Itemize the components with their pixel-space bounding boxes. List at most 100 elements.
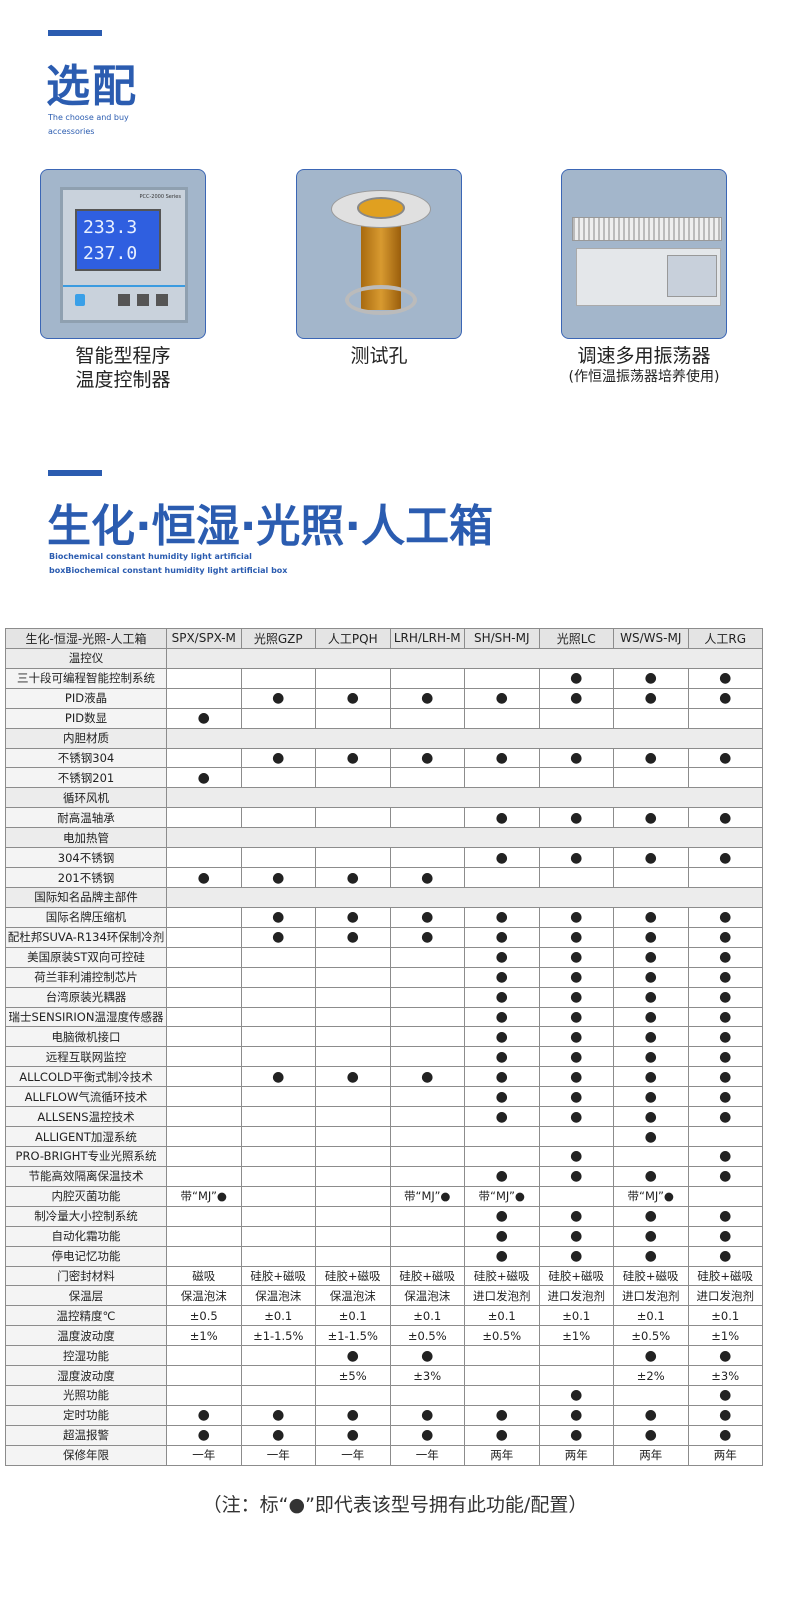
row-label: ALLIGENT加湿系统 bbox=[5, 1126, 167, 1147]
caption-note: (作恒温振荡器培养使用) bbox=[568, 369, 720, 385]
table-cell: 保温泡沫 bbox=[315, 1285, 391, 1307]
feature-dot: ● bbox=[464, 1006, 540, 1028]
feature-dot: ● bbox=[315, 747, 391, 769]
table-cell: ±0.1 bbox=[389, 1305, 465, 1327]
table-row: 201不锈钢 ● ● ● ● bbox=[5, 867, 763, 888]
table-cell bbox=[240, 1165, 316, 1187]
feature-dot: ● bbox=[687, 667, 763, 689]
table-cell bbox=[687, 707, 763, 729]
feature-dot: ● bbox=[613, 1106, 689, 1128]
table-row: 控湿功能 ● ● ● ● bbox=[5, 1345, 763, 1367]
subtitle-line: boxBiochemical constant humidity light a… bbox=[49, 566, 288, 575]
table-cell: ±0.1 bbox=[538, 1305, 614, 1327]
table-cell bbox=[389, 707, 465, 729]
feature-dot: ● bbox=[464, 847, 540, 869]
feature-dot: ● bbox=[613, 926, 689, 948]
table-cell bbox=[240, 1026, 316, 1048]
section-fill bbox=[166, 787, 763, 809]
table-cell: ±1% bbox=[166, 1325, 242, 1347]
table-cell bbox=[464, 1126, 540, 1147]
feature-dot: ● bbox=[538, 667, 614, 689]
feature-dot: ● bbox=[538, 1026, 614, 1048]
feature-dot: ● bbox=[687, 1066, 763, 1088]
table-row: 门密封材料 磁吸 硅胶+磁吸 硅胶+磁吸 硅胶+磁吸 硅胶+磁吸 硅胶+磁吸 硅胶+磁吸 硅胶+… bbox=[5, 1265, 763, 1287]
display-readout-bottom: 237.0 bbox=[83, 243, 138, 264]
feature-dot: ● bbox=[538, 966, 614, 988]
feature-dot: ● bbox=[687, 1106, 763, 1128]
feature-dot: ● bbox=[613, 1126, 689, 1147]
table-cell bbox=[389, 1245, 465, 1267]
table-cell bbox=[166, 1225, 242, 1247]
table-cell bbox=[389, 1006, 465, 1028]
feature-dot: ● bbox=[389, 1066, 465, 1088]
set-button-icon bbox=[75, 294, 85, 306]
row-label: 不锈钢201 bbox=[5, 767, 167, 789]
table-cell bbox=[240, 1046, 316, 1068]
feature-dot: ● bbox=[389, 747, 465, 769]
table-row: 湿度波动度 ±5% ±3% ±2% ±3% bbox=[5, 1365, 763, 1387]
feature-dot: ● bbox=[538, 1106, 614, 1128]
row-label: 内腔灭菌功能 bbox=[5, 1185, 167, 1207]
table-cell: 进口发泡剂 bbox=[464, 1285, 540, 1307]
feature-dot: ● bbox=[687, 1165, 763, 1187]
table-row: 定时功能 ● ● ● ● ● ● ● ● bbox=[5, 1404, 763, 1426]
table-cell bbox=[315, 767, 391, 789]
table-cell bbox=[315, 1385, 391, 1406]
section-subtitle-accessories: The choose and buy accessories bbox=[48, 111, 129, 139]
accessory-caption-shaker: 调速多用振荡器 (作恒温振荡器培养使用) bbox=[524, 344, 764, 386]
table-cell bbox=[389, 966, 465, 988]
table-row: 三十段可编程智能控制系统 ● ● ● bbox=[5, 667, 763, 689]
table-cell bbox=[389, 1046, 465, 1068]
feature-dot: ● bbox=[240, 1424, 316, 1446]
table-cell bbox=[166, 747, 242, 769]
feature-dot: ● bbox=[613, 966, 689, 988]
table-row: 自动化霜功能 ● ● ● ● bbox=[5, 1225, 763, 1247]
row-label: 美国原装ST双向可控硅 bbox=[5, 946, 167, 968]
feature-dot: ● bbox=[538, 986, 614, 1008]
row-label: 电脑微机接口 bbox=[5, 1026, 167, 1048]
table-cell: 硅胶+磁吸 bbox=[613, 1265, 689, 1287]
display-readout-top: 233.3 bbox=[83, 217, 138, 238]
table-section-row: 内胆材质 bbox=[5, 727, 763, 749]
feature-dot: ● bbox=[613, 986, 689, 1008]
table-row: ALLIGENT加湿系统 ● bbox=[5, 1126, 763, 1147]
table-cell: 两年 bbox=[538, 1444, 614, 1466]
feature-dot: ● bbox=[687, 946, 763, 968]
table-cell bbox=[315, 946, 391, 968]
table-cell: ±0.1 bbox=[464, 1305, 540, 1327]
table-cell bbox=[240, 807, 316, 829]
table-cell bbox=[315, 1245, 391, 1267]
feature-dot: ● bbox=[538, 1205, 614, 1227]
table-cell: ±0.1 bbox=[687, 1305, 763, 1327]
table-cell bbox=[315, 707, 391, 729]
feature-dot: ● bbox=[613, 1165, 689, 1187]
feature-dot: ● bbox=[464, 1046, 540, 1068]
feature-dot: ● bbox=[538, 1404, 614, 1426]
section-accent-bar bbox=[48, 30, 102, 36]
table-row: 美国原装ST双向可控硅 ● ● ● ● bbox=[5, 946, 763, 968]
section-accent-bar bbox=[48, 470, 102, 476]
column-header-model: 光照GZP bbox=[240, 628, 316, 649]
table-cell bbox=[315, 1126, 391, 1147]
table-cell bbox=[240, 1126, 316, 1147]
accessory-caption-temperature-controller: 智能型程序 温度控制器 bbox=[40, 344, 206, 392]
feature-dot: ● bbox=[315, 1345, 391, 1367]
table-cell: ±5% bbox=[315, 1365, 391, 1387]
feature-dot: ● bbox=[315, 906, 391, 928]
feature-dot: ● bbox=[687, 747, 763, 769]
row-label: 定时功能 bbox=[5, 1404, 167, 1426]
feature-dot: ● bbox=[464, 1205, 540, 1227]
feature-dot: ● bbox=[613, 1086, 689, 1108]
table-cell bbox=[166, 847, 242, 869]
row-label: 304不锈钢 bbox=[5, 847, 167, 869]
caption-line: 智能型程序 bbox=[75, 345, 171, 367]
feature-dot: ● bbox=[464, 966, 540, 988]
table-cell bbox=[166, 1126, 242, 1147]
table-cell bbox=[315, 986, 391, 1008]
feature-dot: ● bbox=[389, 906, 465, 928]
feature-dot: ● bbox=[613, 946, 689, 968]
table-cell bbox=[613, 1145, 689, 1167]
feature-dot: ● bbox=[464, 1225, 540, 1247]
table-cell: 一年 bbox=[389, 1444, 465, 1466]
table-row: 台湾原装光耦器 ● ● ● ● bbox=[5, 986, 763, 1008]
